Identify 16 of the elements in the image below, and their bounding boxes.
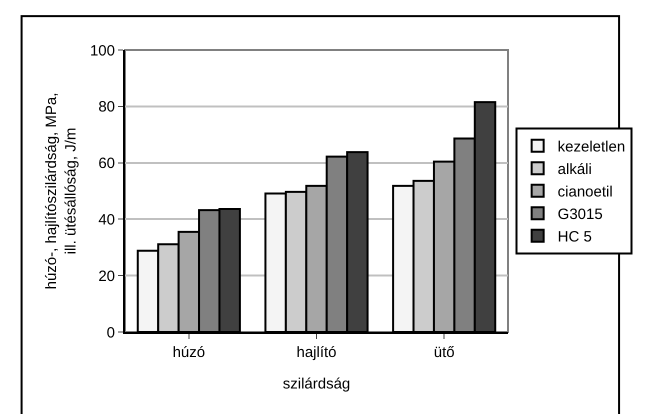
y-tick-label: 0 [106,324,115,342]
legend-label: alkáli [558,161,592,178]
y-axis-title: húzó-, hajlítószilárdság, MPa, ill. ütésállóság, J/m [43,92,80,290]
x-tick-label: hajlító [296,344,337,361]
legend-label: kezeletlen [558,138,626,156]
y-tick-label: 60 [98,155,115,172]
y-tick-label: 40 [98,211,115,228]
x-axis-title: szilárdság [282,376,350,392]
x-tick-label: húzó [172,344,206,361]
x-tick-label: ütő [434,344,455,361]
legend-label: cianoetil [558,184,613,201]
legend-label: G3015 [558,206,603,224]
y-tick-label: 20 [98,268,115,285]
legend-label: HC 5 [558,228,592,246]
y-tick-label: 100 [90,42,115,60]
y-tick-label: 80 [98,98,115,116]
